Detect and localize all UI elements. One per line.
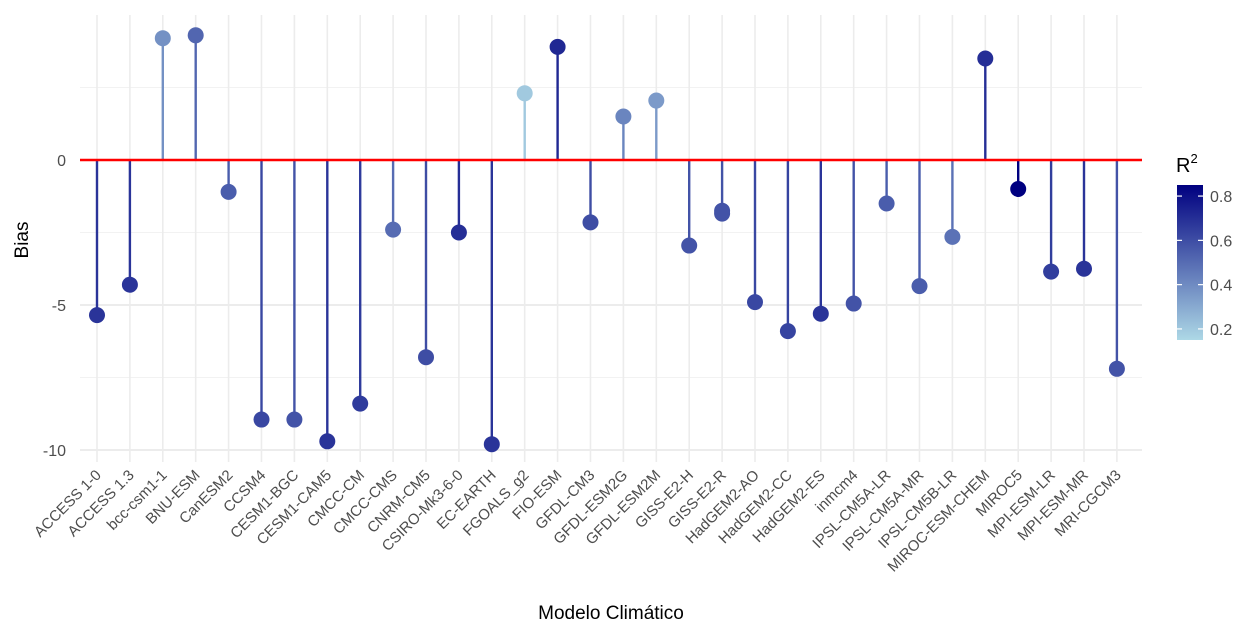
point-CanESM2: [220, 183, 237, 200]
point-HadGEM2-ES: [812, 305, 829, 322]
point-GFDL-CM3: [582, 214, 599, 231]
point-CMCC-CM: [352, 395, 369, 412]
legend-title: R2: [1176, 151, 1198, 177]
point-BNU-ESM: [187, 27, 204, 44]
legend-colorbar: [1177, 185, 1203, 340]
y-tick-label: -10: [43, 443, 66, 460]
point-EC-EARTH: [483, 436, 500, 453]
point-CCSM4: [253, 411, 270, 428]
legend-tick-label: 0.6: [1210, 233, 1232, 250]
y-axis-ticks: 0 -5 -10: [43, 153, 66, 460]
point-ACCESS 1-0: [89, 307, 105, 324]
point-CESM1-BGC: [286, 411, 303, 428]
point-CSIRO-Mk3-6-0: [450, 224, 467, 241]
legend-ticks: 0.8 0.6 0.4 0.2: [1177, 189, 1232, 339]
point-CNRM-CM5: [418, 349, 434, 366]
point-CESM1-CAM5: [319, 433, 336, 450]
legend-tick-label: 0.4: [1210, 278, 1232, 295]
point-IPSL-CM5A-MR: [911, 278, 928, 295]
point-GFDL-ESM2G: [615, 108, 632, 125]
point-HadGEM2-CC: [779, 323, 796, 340]
y-tick-label: 0: [57, 153, 66, 170]
point-GFDL-ESM2M: [648, 92, 665, 109]
legend-title-base: R: [1176, 155, 1190, 177]
point-FIO-ESM: [549, 38, 566, 55]
point-HadGEM2-AO: [747, 294, 763, 311]
point-CMCC-CMS: [385, 221, 402, 238]
point-IPSL-CM5A-LR: [878, 195, 895, 212]
point-FGOALS_g2: [516, 85, 533, 102]
point-extra-GISS-E2-R: [714, 202, 731, 219]
stems: [95, 35, 1119, 445]
point-bcc-csm1-1: [154, 30, 171, 47]
legend-title-sup: 2: [1190, 151, 1197, 166]
grid: [80, 15, 1142, 462]
point-MRI-CGCM3: [1108, 360, 1125, 377]
y-tick-label: -5: [52, 298, 66, 315]
point-MIROC-ESM-CHEM: [977, 50, 994, 67]
point-ACCESS 1.3: [121, 276, 138, 293]
point-inmcm4: [845, 295, 862, 312]
legend: R2 0.8 0.6 0.4 0.2: [1176, 151, 1232, 340]
point-MIROC5: [1010, 181, 1027, 197]
point-IPSL-CM5B-LR: [944, 228, 961, 245]
legend-tick-label: 0.8: [1210, 189, 1232, 206]
legend-tick-label: 0.2: [1210, 322, 1232, 339]
point-GISS-E2-H: [681, 237, 698, 254]
points: [89, 27, 1125, 453]
point-MPI-ESM-MR: [1076, 260, 1092, 277]
point-MPI-ESM-LR: [1043, 263, 1060, 280]
y-axis-title: Bias: [12, 222, 33, 259]
x-axis-title: Modelo Climático: [538, 603, 684, 624]
